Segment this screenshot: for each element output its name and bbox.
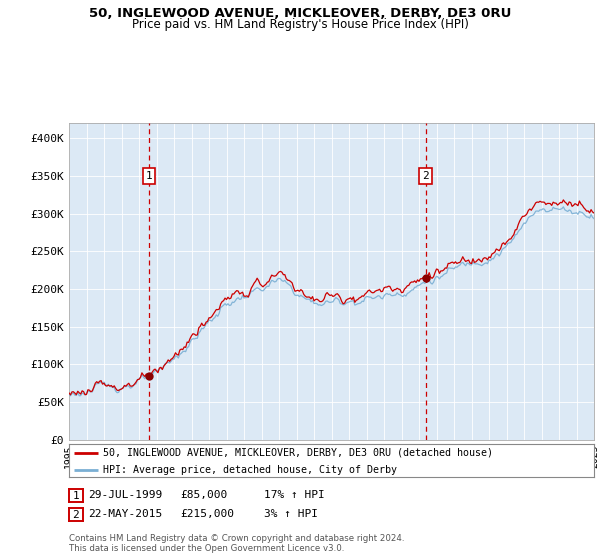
Text: Contains HM Land Registry data © Crown copyright and database right 2024.
This d: Contains HM Land Registry data © Crown c… (69, 534, 404, 553)
Text: 3% ↑ HPI: 3% ↑ HPI (264, 509, 318, 519)
Text: 2: 2 (422, 171, 429, 181)
Text: £85,000: £85,000 (180, 490, 227, 500)
Text: 1: 1 (73, 491, 79, 501)
Text: HPI: Average price, detached house, City of Derby: HPI: Average price, detached house, City… (103, 465, 397, 475)
Text: 17% ↑ HPI: 17% ↑ HPI (264, 490, 325, 500)
Text: 1: 1 (146, 171, 152, 181)
Text: 50, INGLEWOOD AVENUE, MICKLEOVER, DERBY, DE3 0RU: 50, INGLEWOOD AVENUE, MICKLEOVER, DERBY,… (89, 7, 511, 20)
Text: 50, INGLEWOOD AVENUE, MICKLEOVER, DERBY, DE3 0RU (detached house): 50, INGLEWOOD AVENUE, MICKLEOVER, DERBY,… (103, 447, 493, 458)
Text: 29-JUL-1999: 29-JUL-1999 (88, 490, 163, 500)
Text: 2: 2 (73, 510, 79, 520)
Text: 22-MAY-2015: 22-MAY-2015 (88, 509, 163, 519)
Text: Price paid vs. HM Land Registry's House Price Index (HPI): Price paid vs. HM Land Registry's House … (131, 18, 469, 31)
Text: £215,000: £215,000 (180, 509, 234, 519)
